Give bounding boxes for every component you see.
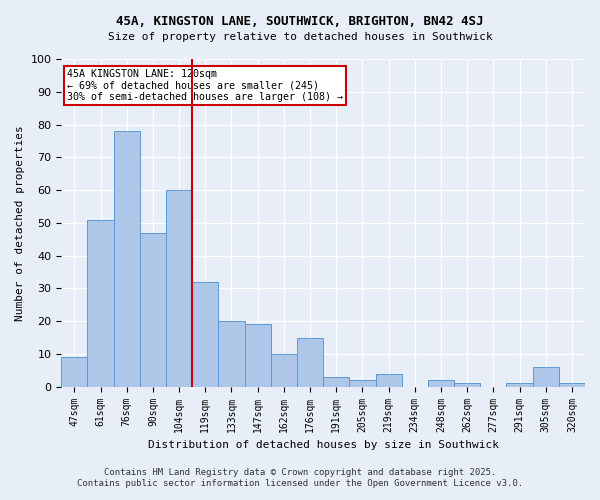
Text: 45A KINGSTON LANE: 120sqm
← 69% of detached houses are smaller (245)
30% of semi: 45A KINGSTON LANE: 120sqm ← 69% of detac…: [67, 69, 343, 102]
Bar: [140, 232, 166, 386]
Bar: [506, 384, 533, 386]
Bar: [297, 338, 323, 386]
Bar: [323, 377, 349, 386]
Bar: [271, 354, 297, 386]
Text: 45A, KINGSTON LANE, SOUTHWICK, BRIGHTON, BN42 4SJ: 45A, KINGSTON LANE, SOUTHWICK, BRIGHTON,…: [116, 15, 484, 28]
Text: Contains HM Land Registry data © Crown copyright and database right 2025.
Contai: Contains HM Land Registry data © Crown c…: [77, 468, 523, 487]
Bar: [88, 220, 113, 386]
Bar: [166, 190, 192, 386]
Bar: [533, 367, 559, 386]
X-axis label: Distribution of detached houses by size in Southwick: Distribution of detached houses by size …: [148, 440, 499, 450]
Bar: [376, 374, 401, 386]
Bar: [113, 131, 140, 386]
Bar: [218, 321, 245, 386]
Y-axis label: Number of detached properties: Number of detached properties: [15, 125, 25, 320]
Bar: [192, 282, 218, 387]
Bar: [428, 380, 454, 386]
Bar: [454, 384, 480, 386]
Bar: [61, 357, 88, 386]
Text: Size of property relative to detached houses in Southwick: Size of property relative to detached ho…: [107, 32, 493, 42]
Bar: [559, 384, 585, 386]
Bar: [245, 324, 271, 386]
Bar: [349, 380, 376, 386]
